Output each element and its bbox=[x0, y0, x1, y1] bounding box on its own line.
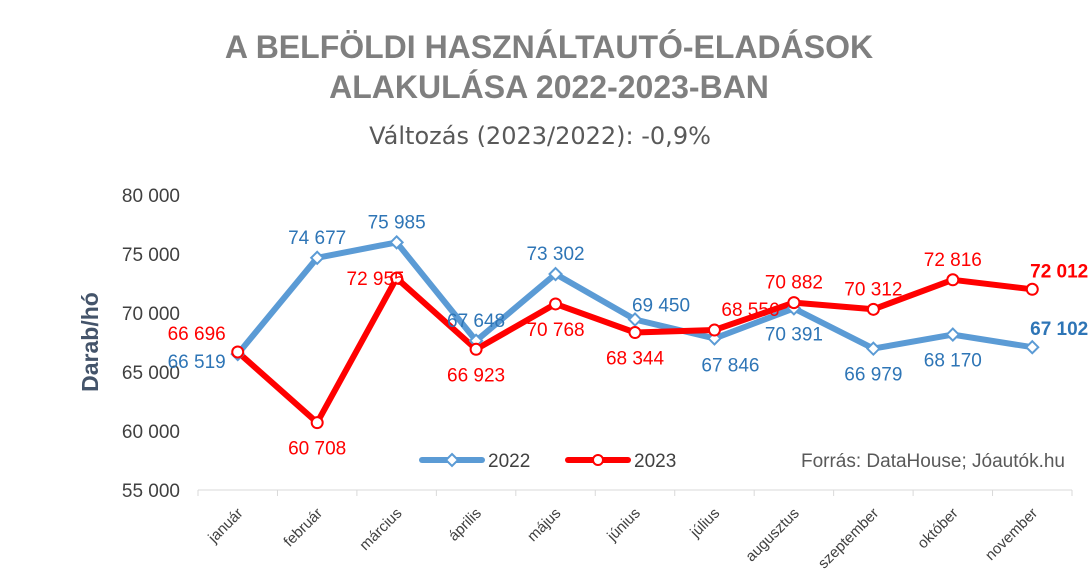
data-point-2022 bbox=[548, 266, 563, 282]
data-label-2023: 72 816 bbox=[924, 250, 982, 271]
data-label-2023: 68 344 bbox=[606, 349, 665, 370]
legend-item-2022: 2022 bbox=[419, 451, 530, 472]
data-label-2022: 66 519 bbox=[168, 352, 226, 373]
data-label-2023: 66 696 bbox=[168, 324, 226, 345]
data-label-2023: 70 312 bbox=[844, 279, 902, 300]
chart-subtitle: Változás (2023/2022): -0,9% bbox=[369, 122, 711, 150]
data-label-2022: 70 391 bbox=[765, 324, 823, 345]
data-point-2022 bbox=[627, 312, 643, 327]
data-point-2022 bbox=[309, 250, 325, 266]
data-label-2022: 74 677 bbox=[288, 228, 346, 249]
source-note: Forrás: DataHouse; Jóautók.hu bbox=[801, 451, 1065, 472]
data-point-2023 bbox=[549, 297, 563, 311]
data-point-2023 bbox=[231, 345, 245, 359]
data-point-2022 bbox=[945, 327, 961, 343]
y-axis-label: Darab/hó bbox=[77, 292, 103, 392]
data-label-2022: 73 302 bbox=[526, 244, 584, 265]
data-label-2022: 66 979 bbox=[844, 365, 902, 386]
y-tick-label: 80 000 bbox=[122, 186, 180, 207]
y-tick-label: 60 000 bbox=[122, 422, 180, 443]
data-label-2022: 67 846 bbox=[701, 355, 759, 376]
data-label-2022: 69 450 bbox=[632, 295, 690, 316]
legend-marker-2023 bbox=[592, 454, 604, 466]
y-axis-ticks: 55 000 60 000 65 000 70 000 75 000 80 000 bbox=[122, 186, 180, 502]
data-point-2023 bbox=[628, 326, 642, 340]
data-label-2023: 66 923 bbox=[447, 365, 505, 386]
chart-title-line-1: A BELFÖLDI HASZNÁLTAUTÓ-ELADÁSOK bbox=[225, 29, 873, 65]
legend: 2022 2023 bbox=[419, 451, 676, 472]
data-label-2022: 75 985 bbox=[368, 212, 426, 233]
legend-label-2023: 2023 bbox=[634, 451, 676, 472]
data-point-2023 bbox=[866, 302, 880, 316]
data-point-2023 bbox=[946, 273, 960, 287]
data-point-2022 bbox=[865, 341, 881, 357]
data-label-2022: 67 648 bbox=[447, 311, 505, 332]
y-tick-label: 70 000 bbox=[122, 304, 180, 325]
data-label-2022: 68 170 bbox=[924, 351, 982, 372]
y-tick-label: 55 000 bbox=[122, 481, 180, 502]
data-point-2023 bbox=[707, 323, 721, 337]
data-point-2022 bbox=[1024, 339, 1040, 355]
legend-label-2022: 2022 bbox=[488, 451, 530, 472]
data-point-2022 bbox=[389, 234, 405, 250]
data-point-2023 bbox=[1025, 282, 1039, 296]
y-tick-label: 75 000 bbox=[122, 245, 180, 266]
data-label-2023: 60 708 bbox=[288, 439, 346, 460]
chart-title-line-2: ALAKULÁSA 2022-2023-BAN bbox=[329, 69, 769, 105]
data-label-2023: 72 012 bbox=[1030, 261, 1088, 282]
data-label-2023: 70 882 bbox=[765, 273, 823, 294]
data-point-2023 bbox=[787, 296, 801, 310]
data-label-2023: 70 768 bbox=[526, 320, 584, 341]
data-label-2023: 68 556 bbox=[721, 300, 779, 321]
legend-item-2023: 2023 bbox=[565, 451, 676, 472]
data-label-2023: 72 955 bbox=[347, 269, 405, 290]
series-markers bbox=[230, 234, 1040, 430]
data-point-2023 bbox=[390, 271, 404, 285]
data-labels: 66 519 74 677 75 985 67 648 73 302 69 450 67 8… bbox=[168, 212, 1089, 459]
y-tick-label: 65 000 bbox=[122, 363, 180, 384]
data-label-2022: 67 102 bbox=[1030, 319, 1088, 340]
data-point-2023 bbox=[310, 416, 324, 430]
legend-marker-2022 bbox=[444, 452, 460, 468]
data-point-2023 bbox=[469, 342, 483, 356]
